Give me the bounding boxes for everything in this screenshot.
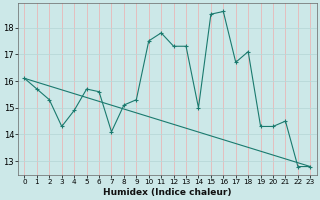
X-axis label: Humidex (Indice chaleur): Humidex (Indice chaleur) <box>103 188 232 197</box>
